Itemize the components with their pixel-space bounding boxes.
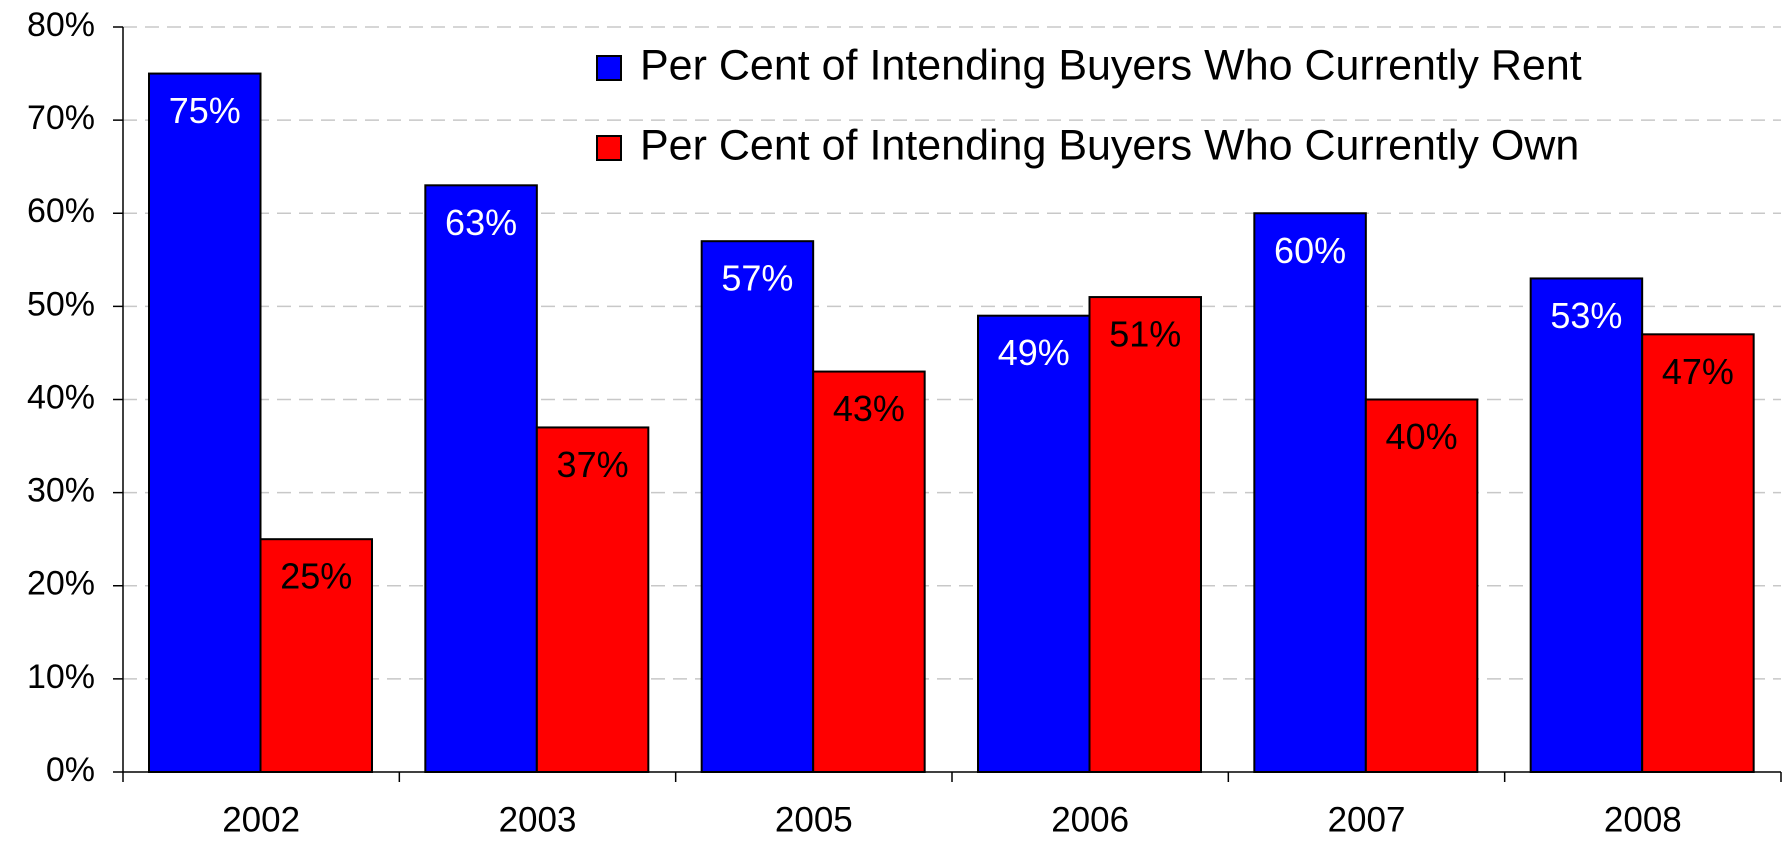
bar bbox=[1641, 333, 1755, 773]
y-tick-label: 10% bbox=[27, 658, 95, 696]
bar bbox=[1088, 296, 1202, 773]
y-tick-label: 20% bbox=[27, 565, 95, 603]
value-label: 53% bbox=[1550, 295, 1622, 336]
bar bbox=[700, 240, 815, 773]
value-label: 51% bbox=[1109, 314, 1181, 355]
x-tick-label: 2006 bbox=[1051, 800, 1129, 839]
value-label: 57% bbox=[721, 258, 793, 299]
bar bbox=[424, 184, 538, 773]
bar bbox=[535, 426, 650, 773]
x-tick-label: 2007 bbox=[1328, 800, 1406, 839]
value-label: 49% bbox=[998, 332, 1070, 373]
y-tick-label: 0% bbox=[46, 751, 95, 789]
x-tick-label: 2005 bbox=[775, 800, 853, 839]
bar bbox=[1364, 398, 1479, 773]
bar bbox=[812, 370, 926, 773]
value-label: 43% bbox=[833, 388, 905, 429]
legend-swatch bbox=[596, 135, 622, 161]
value-label: 25% bbox=[280, 556, 352, 597]
value-label: 37% bbox=[557, 444, 629, 485]
value-label: 47% bbox=[1662, 351, 1734, 392]
bar bbox=[259, 538, 373, 773]
x-tick-label: 2008 bbox=[1604, 800, 1682, 839]
bar bbox=[1253, 212, 1367, 773]
legend-label: Per Cent of Intending Buyers Who Current… bbox=[640, 41, 1582, 89]
legend-swatch bbox=[596, 55, 622, 81]
value-label: 60% bbox=[1274, 230, 1346, 271]
y-tick-label: 60% bbox=[27, 192, 95, 230]
bar bbox=[148, 72, 262, 773]
bar bbox=[1529, 277, 1644, 773]
value-label: 40% bbox=[1386, 416, 1458, 457]
legend-label: Per Cent of Intending Buyers Who Current… bbox=[640, 121, 1579, 169]
y-tick-label: 40% bbox=[27, 378, 95, 416]
y-tick-label: 50% bbox=[27, 285, 95, 323]
x-tick-label: 2003 bbox=[499, 800, 577, 839]
y-tick-label: 80% bbox=[27, 6, 95, 44]
x-tick-label: 2002 bbox=[222, 800, 300, 839]
value-label: 75% bbox=[169, 90, 241, 131]
bar bbox=[977, 314, 1091, 773]
value-label: 63% bbox=[445, 202, 517, 243]
y-tick-label: 30% bbox=[27, 472, 95, 510]
y-tick-label: 70% bbox=[27, 99, 95, 137]
